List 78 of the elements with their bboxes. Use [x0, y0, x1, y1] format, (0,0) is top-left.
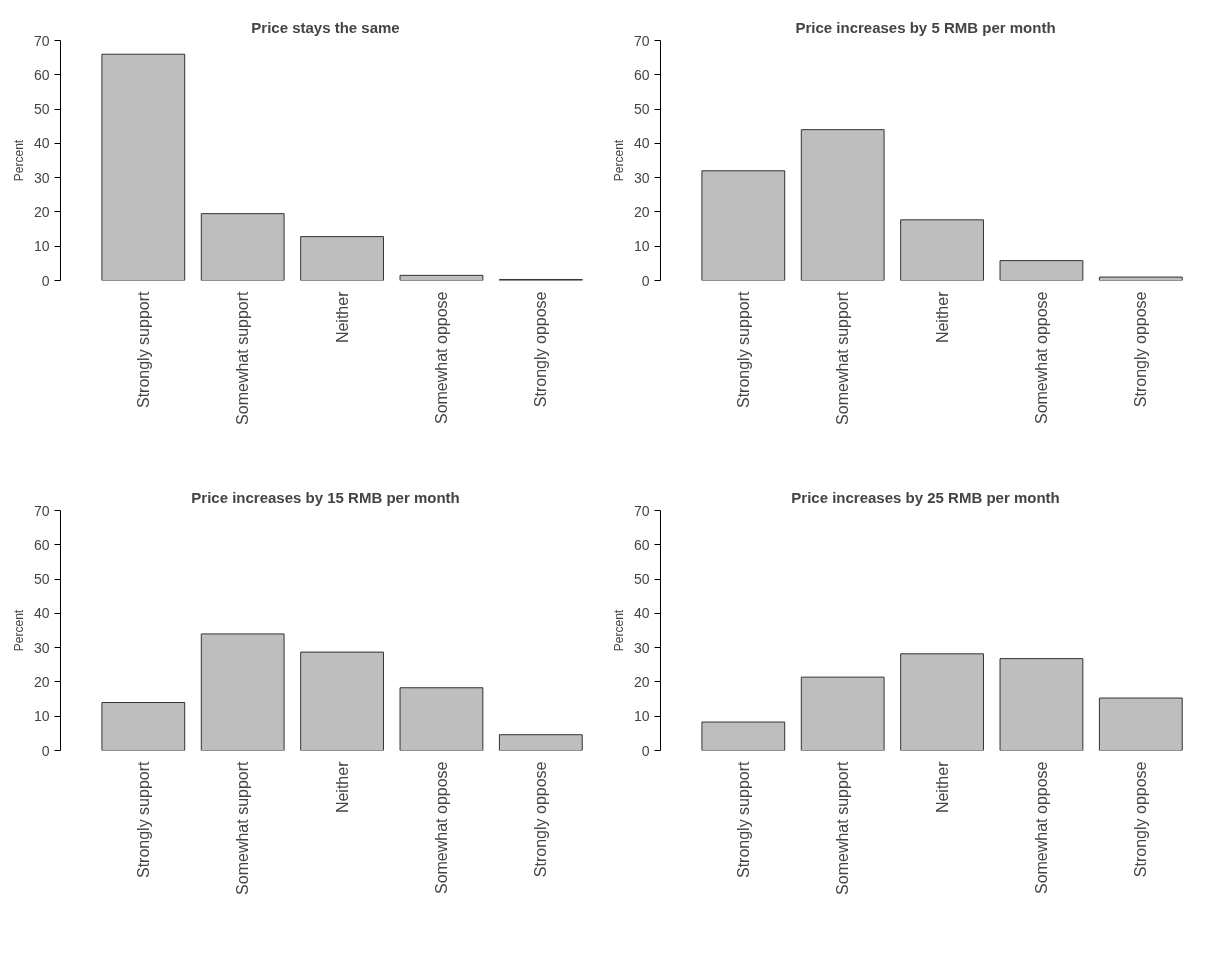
- y-tick-label: 70: [33, 502, 50, 519]
- x-tick-label: Strongly oppose: [1132, 291, 1150, 408]
- y-tick-label: 20: [33, 673, 50, 690]
- y-tick-label: 70: [633, 502, 650, 519]
- x-tick-label: Somewhat oppose: [1032, 291, 1050, 425]
- y-tick-label: 40: [33, 135, 50, 152]
- bar: [1098, 276, 1183, 281]
- y-tick-label: 70: [33, 32, 50, 49]
- y-tick-label: 0: [641, 742, 650, 759]
- bar: [1098, 697, 1183, 751]
- y-axis-title: Percent: [11, 139, 26, 182]
- y-tick-label: 50: [33, 101, 50, 118]
- chart-title: Price increases by 25 RMB per month: [791, 488, 1060, 506]
- x-tick-label: Somewhat support: [834, 290, 852, 425]
- x-tick-label: Somewhat support: [234, 290, 252, 425]
- bar: [399, 687, 484, 751]
- bar: [200, 633, 285, 751]
- y-tick-label: 30: [33, 639, 50, 656]
- y-tick-label: 10: [33, 708, 50, 725]
- x-tick-label: Strongly support: [734, 760, 752, 879]
- bar: [300, 651, 384, 751]
- x-tick-label: Strongly oppose: [532, 761, 550, 878]
- y-tick-label: 20: [633, 673, 650, 690]
- x-tick-label: Somewhat oppose: [432, 291, 450, 425]
- x-tick-label: Strongly support: [134, 290, 152, 409]
- y-tick-label: 30: [633, 639, 650, 656]
- y-tick-label: 20: [633, 203, 650, 220]
- bar: [300, 236, 384, 281]
- bar: [800, 129, 885, 281]
- y-tick-label: 0: [41, 272, 50, 289]
- y-tick-label: 30: [33, 169, 50, 186]
- y-tick-label: 50: [633, 101, 650, 118]
- x-tick-label: Neither: [933, 760, 951, 814]
- y-tick-label: 60: [633, 536, 650, 553]
- bar: [900, 653, 984, 751]
- y-axis-title: Percent: [11, 609, 26, 652]
- bar: [900, 219, 984, 281]
- x-tick-label: Neither: [933, 290, 951, 344]
- y-tick-label: 20: [33, 203, 50, 220]
- y-tick-label: 40: [33, 605, 50, 622]
- y-tick-label: 10: [33, 238, 50, 255]
- x-tick-label: Strongly support: [134, 760, 152, 879]
- y-tick-label: 40: [633, 605, 650, 622]
- y-tick-label: 50: [633, 571, 650, 588]
- chart-title: Price stays the same: [251, 18, 400, 36]
- x-tick-label: Neither: [333, 760, 351, 814]
- x-tick-label: Strongly oppose: [532, 291, 550, 408]
- y-axis-title: Percent: [611, 139, 626, 182]
- y-tick-label: 50: [33, 571, 50, 588]
- y-tick-label: 40: [633, 135, 650, 152]
- bar: [498, 734, 583, 751]
- bar: [101, 702, 186, 751]
- bar: [701, 721, 786, 751]
- bar: [701, 170, 786, 281]
- y-tick-label: 0: [641, 272, 650, 289]
- bar: [101, 53, 186, 281]
- x-tick-label: Neither: [333, 290, 351, 344]
- x-tick-label: Somewhat support: [234, 760, 252, 895]
- bar: [200, 213, 285, 281]
- y-axis-title: Percent: [611, 609, 626, 652]
- y-tick-label: 70: [633, 32, 650, 49]
- y-tick-label: 60: [33, 536, 50, 553]
- y-tick-label: 60: [33, 66, 50, 83]
- x-tick-label: Somewhat support: [834, 760, 852, 895]
- y-tick-label: 10: [633, 708, 650, 725]
- x-tick-label: Strongly support: [734, 290, 752, 409]
- chart-title: Price increases by 5 RMB per month: [795, 18, 1056, 36]
- bar: [999, 260, 1084, 281]
- y-tick-label: 60: [633, 66, 650, 83]
- x-tick-label: Somewhat oppose: [432, 761, 450, 895]
- bar: [800, 676, 885, 751]
- x-tick-label: Strongly oppose: [1132, 761, 1150, 878]
- y-tick-label: 0: [41, 742, 50, 759]
- y-tick-label: 30: [633, 169, 650, 186]
- chart-title: Price increases by 15 RMB per month: [191, 488, 460, 506]
- x-tick-label: Somewhat oppose: [1032, 761, 1050, 895]
- bar: [999, 658, 1084, 751]
- y-tick-label: 10: [633, 238, 650, 255]
